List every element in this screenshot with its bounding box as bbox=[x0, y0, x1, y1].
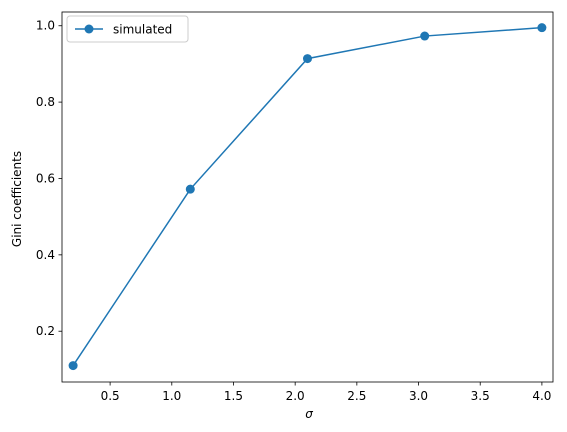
y-tick-label: 0.8 bbox=[36, 95, 55, 109]
x-tick-label: 2.0 bbox=[286, 389, 305, 403]
x-tick-label: 1.5 bbox=[224, 389, 243, 403]
y-axis-label: Gini coefficients bbox=[10, 151, 24, 247]
axes-frame bbox=[61, 11, 554, 383]
x-tick-label: 3.0 bbox=[409, 389, 428, 403]
x-tick-label: 3.5 bbox=[471, 389, 490, 403]
plot-area bbox=[68, 23, 547, 371]
legend: simulated bbox=[66, 15, 189, 43]
data-point-5 bbox=[537, 23, 547, 33]
data-point-2 bbox=[185, 184, 195, 194]
data-point-4 bbox=[420, 31, 430, 41]
x-axis-label: σ bbox=[305, 407, 313, 421]
y-tick-label: 0.4 bbox=[36, 248, 55, 262]
data-point-1 bbox=[68, 361, 78, 371]
legend-label-simulated: simulated bbox=[113, 23, 172, 37]
y-tick-label: 1.0 bbox=[36, 19, 55, 33]
legend-frame bbox=[66, 15, 189, 43]
y-tick-label: 0.6 bbox=[36, 171, 55, 185]
x-tick-label: 0.5 bbox=[101, 389, 120, 403]
x-tick-label: 1.0 bbox=[162, 389, 181, 403]
axes: 0.5 1.0 1.5 2.0 2.5 3.0 3.5 4.0 0.2 0.4 0.6 0.8 1.0 bbox=[36, 11, 554, 403]
x-tick-label: 4.0 bbox=[532, 389, 551, 403]
y-tick-label: 0.2 bbox=[36, 324, 55, 338]
legend-marker-simulated bbox=[84, 24, 94, 34]
data-point-3 bbox=[303, 54, 312, 64]
x-tick-label: 2.5 bbox=[347, 389, 366, 403]
